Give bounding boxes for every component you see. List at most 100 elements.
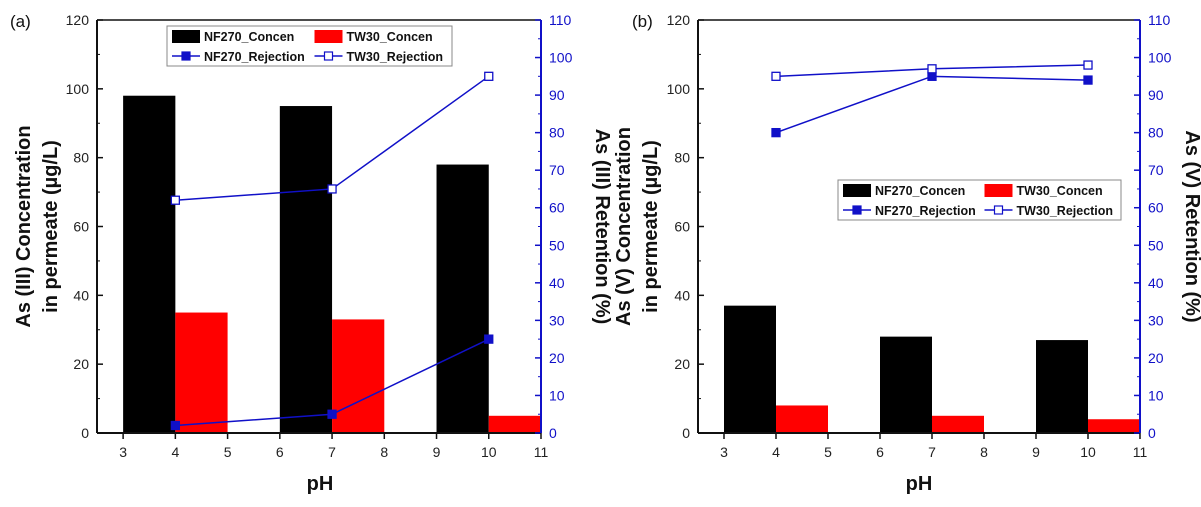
x-tick-label: 10 [1080, 444, 1096, 460]
y-right-tick-label: 100 [1148, 50, 1172, 66]
y-tick-label: 60 [73, 219, 89, 235]
x-tick-label: 6 [876, 444, 884, 460]
y-right-tick-label: 80 [549, 125, 565, 141]
y-tick-label: 120 [66, 12, 90, 28]
y-right-tick-label: 40 [1148, 275, 1164, 291]
point-nf270-rejection [927, 71, 937, 81]
x-tick-label: 3 [720, 444, 728, 460]
y-right-tick-label: 10 [1148, 387, 1164, 403]
y-tick-label: 40 [674, 287, 690, 303]
y-right-axis-title: As (V) Retention (%) [1181, 130, 1201, 322]
point-tw30-rejection [484, 71, 494, 81]
y-right-tick-label: 20 [549, 350, 565, 366]
x-tick-label: 5 [824, 444, 832, 460]
point-nf270-rejection [170, 420, 181, 431]
y-axis-title: As (V) Concentration [613, 127, 635, 326]
x-tick-label: 5 [224, 444, 232, 460]
panel-label: (b) [632, 12, 653, 31]
legend-box [837, 179, 1122, 221]
x-tick-label: 6 [276, 444, 284, 460]
bar-tw30-concen [776, 405, 828, 433]
x-axis-title: pH [906, 473, 933, 495]
line-nf270-rejection [775, 75, 1089, 134]
y-right-tick-label: 60 [1148, 200, 1164, 216]
bar-nf270-concen [880, 336, 932, 433]
bar-nf270-concen [279, 106, 333, 434]
x-tick-label: 9 [1032, 444, 1040, 460]
legend-swatch [843, 184, 871, 197]
y-axis-title: in permeate (µg/L) [640, 140, 662, 313]
legend-label: TW30_Rejection [1017, 204, 1114, 218]
legend-swatch [984, 184, 1013, 197]
bar-nf270-concen [436, 164, 489, 434]
point-nf270-rejection [484, 334, 494, 344]
legend-swatch [172, 30, 200, 43]
y-tick-label: 40 [73, 287, 89, 303]
legend-marker [993, 205, 1004, 215]
y-right-tick-label: 80 [1148, 125, 1164, 141]
y-right-tick-label: 110 [549, 12, 572, 28]
legend-marker [852, 205, 862, 215]
y-tick-label: 0 [81, 425, 89, 441]
bar-tw30-concen [488, 415, 541, 433]
y-tick-label: 80 [73, 150, 89, 166]
y-right-tick-label: 100 [549, 50, 573, 66]
y-tick-label: 120 [667, 12, 691, 28]
panel-a: 0 20 40 60 80 100 120 0 10 20 30 40 50 60 70 80 90 100 110… [10, 12, 613, 495]
legend-label: TW30_Rejection [347, 50, 444, 64]
y-right-tick-label: 30 [1148, 312, 1164, 328]
x-tick-label: 3 [119, 444, 127, 460]
y-right-tick-label: 40 [549, 275, 565, 291]
bar-nf270-concen [123, 95, 176, 433]
x-axis-title: pH [307, 473, 334, 495]
legend-label: TW30_Concen [1017, 184, 1103, 198]
x-tick-label: 7 [928, 444, 936, 460]
bar-tw30-concen [1088, 419, 1140, 433]
y-right-tick-label: 30 [549, 312, 565, 328]
bar-tw30-concen [932, 415, 984, 433]
y-tick-label: 20 [73, 356, 89, 372]
x-tick-label: 8 [380, 444, 388, 460]
legend-label: NF270_Rejection [204, 50, 305, 64]
x-tick-label: 7 [328, 444, 336, 460]
legend-label: NF270_Rejection [875, 204, 976, 218]
y-right-tick-label: 50 [1148, 237, 1164, 253]
legend-label: NF270_Concen [875, 184, 965, 198]
legend-marker [323, 51, 334, 61]
y-right-tick-label: 90 [1148, 87, 1164, 103]
bar-tw30-concen [175, 312, 228, 433]
bar-tw30-concen [332, 319, 385, 433]
legend-label: TW30_Concen [347, 30, 433, 44]
y-right-axis-title: As (III) Retention (%) [591, 129, 613, 325]
point-tw30-rejection [1083, 60, 1093, 70]
point-nf270-rejection [1083, 75, 1093, 85]
x-tick-label: 8 [980, 444, 988, 460]
y-tick-label: 60 [674, 219, 690, 235]
y-right-tick-label: 110 [1148, 12, 1171, 28]
y-tick-label: 80 [674, 150, 690, 166]
y-right-tick-label: 10 [549, 387, 565, 403]
y-tick-label: 100 [66, 81, 90, 97]
point-nf270-rejection [327, 409, 337, 419]
point-tw30-rejection [327, 184, 337, 194]
y-tick-label: 0 [682, 425, 690, 441]
bar-nf270-concen [724, 305, 776, 433]
y-right-tick-label: 70 [549, 162, 565, 178]
x-tick-label: 4 [772, 444, 780, 460]
x-tick-label: 4 [171, 444, 179, 460]
y-right-tick-label: 70 [1148, 162, 1164, 178]
bar-nf270-concen [1036, 340, 1088, 433]
x-tick-label: 11 [1133, 444, 1148, 460]
point-tw30-rejection [771, 71, 781, 81]
legend-marker [181, 51, 191, 61]
point-nf270-rejection [771, 127, 781, 138]
panel-b: 0 20 40 60 80 100 120 0 10 20 30 40 50 60 70 80 90 100 110… [613, 12, 1201, 495]
x-tick-label: 10 [481, 444, 497, 460]
x-tick-label: 11 [534, 444, 549, 460]
y-axis-title: in permeate (µg/L) [40, 140, 62, 313]
legend-box [166, 25, 453, 67]
y-tick-label: 20 [674, 356, 690, 372]
y-right-tick-label: 90 [549, 87, 565, 103]
panel-label: (a) [10, 12, 31, 31]
